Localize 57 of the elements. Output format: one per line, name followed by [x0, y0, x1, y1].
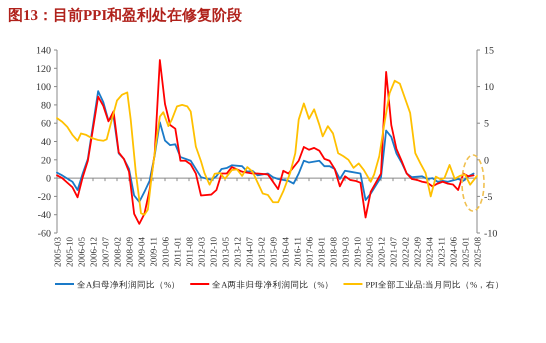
- y-tick-label: 80: [41, 100, 51, 112]
- y2-tick-label: -5: [484, 192, 492, 203]
- chart-title: 图13：目前PPI和盈利处在修复阶段: [8, 7, 244, 24]
- x-tick-label: 2012-03: [196, 236, 206, 267]
- legend-label: 全A归母净利润同比（%）: [77, 280, 180, 290]
- y2-tick-label: 10: [484, 82, 494, 94]
- y-tick-label: 0: [46, 174, 51, 185]
- x-tick-label: 2015-02: [256, 237, 266, 267]
- x-tick-label: 2020-05: [364, 236, 374, 267]
- x-tick-label: 2012-10: [208, 236, 218, 267]
- x-tick-label: 2013-12: [232, 237, 242, 267]
- y-tick-label: 60: [41, 118, 51, 130]
- y-tick-label: -60: [38, 228, 51, 240]
- x-tick-label: 2019-03: [340, 236, 350, 267]
- y2-tick-label: -10: [484, 228, 498, 240]
- y-tick-label: 140: [36, 46, 51, 56]
- x-tick-label: 2009-04: [136, 236, 146, 267]
- x-tick-label: 2021-07: [388, 236, 398, 267]
- x-tick-label: 2018-01: [316, 237, 326, 267]
- x-tick-label: 2008-02: [112, 237, 122, 267]
- x-tick-label: 2016-11: [292, 237, 302, 267]
- x-tick-label: 2025-08: [472, 236, 482, 267]
- x-tick-label: 2023-04: [424, 236, 434, 267]
- y-tick-label: 100: [36, 82, 51, 94]
- x-tick-label: 2007-07: [100, 236, 110, 267]
- x-tick-label: 2008-09: [124, 236, 134, 267]
- y-tick-label: 20: [41, 155, 51, 166]
- x-tick-label: 2025-01: [460, 237, 470, 267]
- x-tick-label: 2022-02: [400, 237, 410, 267]
- y2-tick-label: 5: [484, 118, 489, 130]
- x-tick-label: 2011-08: [184, 236, 194, 267]
- x-tick-label: 2018-08: [328, 236, 338, 267]
- x-tick-label: 2023-11: [436, 237, 446, 267]
- x-tick-label: 2009-11: [148, 237, 158, 267]
- x-tick-label: 2011-01: [172, 237, 182, 267]
- x-tick-label: 2015-09: [268, 236, 278, 267]
- x-tick-label: 2013-05: [220, 236, 230, 267]
- x-tick-label: 2006-12: [88, 237, 98, 267]
- y-tick-label: -20: [38, 192, 51, 203]
- x-tick-label: 2017-06: [304, 236, 314, 267]
- x-tick-label: 2019-10: [352, 236, 362, 267]
- x-tick-label: 2006-05: [76, 236, 86, 267]
- y2-tick-label: 15: [484, 46, 494, 56]
- y-tick-label: 40: [41, 137, 51, 148]
- x-tick-label: 2005-10: [64, 236, 74, 267]
- legend-label: 全A两非归母净利润同比（%）: [212, 280, 334, 290]
- legend-label: PPI全部工业品:当月同比（%，右）: [365, 280, 504, 290]
- x-tick-label: 2022-09: [412, 236, 422, 267]
- y-tick-label: 120: [36, 64, 51, 75]
- x-tick-label: 2020-12: [376, 237, 386, 267]
- x-tick-label: 2005-03: [52, 236, 62, 267]
- x-tick-label: 2014-07: [244, 236, 254, 267]
- x-tick-label: 2024-06: [448, 236, 458, 267]
- x-tick-label: 2010-06: [160, 236, 170, 267]
- y-tick-label: -40: [38, 210, 51, 222]
- x-tick-label: 2016-04: [280, 236, 290, 267]
- y2-tick-label: 0: [484, 155, 489, 166]
